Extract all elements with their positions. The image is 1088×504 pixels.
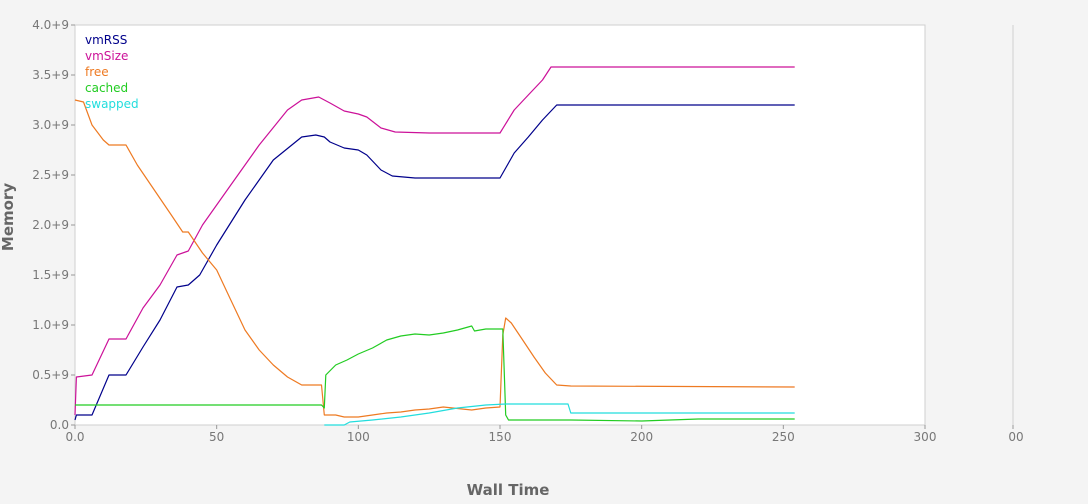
legend: vmRSS vmSize free cached swapped (85, 33, 139, 111)
series-line-vmSize (74, 66, 795, 416)
y-tick-label: 2.5+9 (32, 168, 69, 182)
y-tick-label: 3.5+9 (32, 68, 69, 82)
legend-item-cached: cached (85, 81, 128, 95)
y-tick-label: 4.0+9 (32, 18, 69, 32)
x-tick-label: 250 (772, 430, 795, 444)
y-tick-label: 2.0+9 (32, 218, 69, 232)
x-tick-label: 150 (489, 430, 512, 444)
x-tick-label: 300 (914, 430, 937, 444)
series-layer (74, 66, 795, 426)
y-tick-label: 1.5+9 (32, 268, 69, 282)
series-line-swapped (324, 403, 795, 426)
series-line-free (74, 99, 795, 418)
series-line-vmRSS (74, 104, 795, 421)
plot-area (74, 24, 926, 426)
y-tick-label: 0.0 (50, 418, 69, 432)
x-tick-label: 50 (209, 430, 224, 444)
series-line-cached (75, 325, 795, 422)
y-tick-label: 0.5+9 (32, 368, 69, 382)
legend-item-free: free (85, 65, 109, 79)
axis-ticks: 0.0 50 100 150 200 250 300 0.0 0.5+9 1.0+9 1.5+9 2.… (32, 18, 936, 444)
legend-item-swapped: swapped (85, 97, 139, 111)
y-tick-label: 3.0+9 (32, 118, 69, 132)
x-tick-label: 100 (347, 430, 370, 444)
y-tick-label: 1.0+9 (32, 318, 69, 332)
legend-item-vmSize: vmSize (85, 49, 128, 63)
x-tick-label: 200 (630, 430, 653, 444)
x-axis-label: Wall Time (467, 481, 550, 499)
secondary-panel-tick-label: 00 (1008, 430, 1023, 444)
x-tick-label: 0.0 (65, 430, 84, 444)
y-axis-label: Memory (0, 183, 17, 251)
legend-item-vmRSS: vmRSS (85, 33, 127, 47)
